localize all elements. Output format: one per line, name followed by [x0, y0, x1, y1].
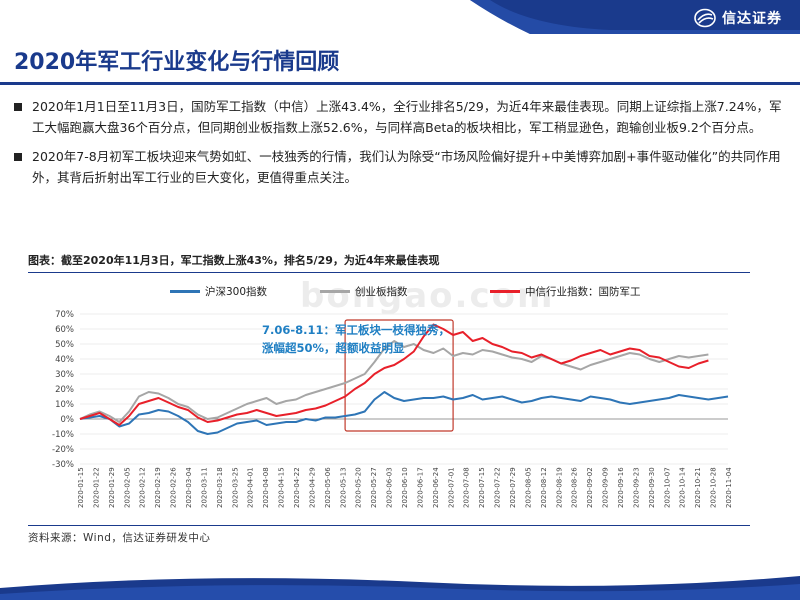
x-tick-label: 2020-02-19 — [154, 467, 162, 508]
footer-wave — [0, 576, 800, 600]
brand: 信达证券 — [694, 8, 782, 28]
y-tick-label: 10% — [55, 400, 74, 410]
series-line-2 — [79, 323, 709, 426]
x-tick-label: 2020-07-08 — [463, 467, 471, 508]
chart-legend: 沪深300指数 创业板指数 中信行业指数：国防军工 — [170, 284, 730, 302]
watermark: bongao.com — [300, 276, 555, 316]
bullet-square-icon — [14, 103, 22, 111]
legend-item-csi300: 沪深300指数 — [170, 284, 267, 299]
line-chart: 70%60%50%40%30%20%10%0%-10%-20%-30%2020-… — [52, 310, 733, 508]
y-tick-label: 20% — [55, 385, 74, 395]
x-tick-label: 2020-08-19 — [555, 467, 563, 508]
bullet-text: 2020年7-8月初军工板块迎来气势如虹、一枝独秀的行情，我们认为除受“市场风险… — [32, 149, 781, 185]
legend-label: 创业板指数 — [355, 286, 408, 298]
legend-label: 中信行业指数：国防军工 — [525, 286, 641, 298]
x-tick-label: 2020-10-21 — [694, 467, 702, 508]
x-tick-label: 2020-10-07 — [663, 467, 671, 508]
x-tick-label: 2020-05-27 — [370, 467, 378, 508]
series-line-1 — [79, 340, 709, 423]
legend-label: 沪深300指数 — [205, 286, 268, 298]
x-tick-label: 2020-06-24 — [432, 467, 440, 508]
y-tick-label: 0% — [61, 415, 75, 425]
title-divider — [0, 82, 800, 85]
bullet-item: 2020年7-8月初军工板块迎来气势如虹、一枝独秀的行情，我们认为除受“市场风险… — [14, 146, 784, 188]
legend-item-chinext: 创业板指数 — [320, 284, 408, 299]
xinda-logo-icon — [694, 8, 716, 28]
y-tick-label: -20% — [52, 445, 74, 455]
y-tick-label: 60% — [55, 325, 74, 335]
x-tick-label: 2020-09-23 — [632, 467, 640, 508]
source-divider — [28, 525, 750, 526]
x-tick-label: 2020-10-14 — [679, 467, 687, 508]
x-tick-label: 2020-07-22 — [494, 467, 502, 508]
x-tick-label: 2020-06-10 — [401, 467, 409, 508]
header-swoosh — [470, 0, 800, 34]
x-tick-label: 2020-02-05 — [123, 467, 131, 508]
x-tick-label: 2020-04-29 — [308, 467, 316, 508]
chart-annotation: 7.06-8.11：军工板块一枝得独秀，涨幅超50%，超额收益明显 — [262, 323, 451, 355]
page-title: 2020年军工行业变化与行情回顾 — [14, 50, 340, 75]
x-tick-label: 2020-06-03 — [386, 467, 394, 508]
bullet-square-icon — [14, 153, 22, 161]
x-tick-label: 2020-07-15 — [478, 467, 486, 508]
x-tick-label: 2020-09-09 — [602, 467, 610, 508]
x-tick-label: 2020-05-20 — [355, 467, 363, 508]
x-tick-label: 2020-06-17 — [416, 467, 424, 508]
chart-header: 图表：截至2020年11月3日，军工指数上涨43%，排名5/29，为近4年来最佳… — [28, 252, 750, 273]
x-tick-label: 2020-02-12 — [139, 467, 147, 508]
brand-name: 信达证券 — [722, 11, 782, 27]
x-tick-label: 2020-10-28 — [710, 467, 718, 508]
x-tick-label: 2020-09-30 — [648, 467, 656, 508]
bullet-list: 2020年1月1日至11月3日，国防军工指数（中信）上涨43.4%，全行业排名5… — [14, 96, 784, 196]
legend-swatch — [320, 290, 350, 293]
chart-title: 图表：截至2020年11月3日，军工指数上涨43%，排名5/29，为近4年来最佳… — [28, 254, 440, 267]
x-tick-label: 2020-04-08 — [262, 467, 270, 508]
y-tick-label: 70% — [55, 310, 74, 320]
x-tick-label: 2020-03-18 — [216, 467, 224, 508]
top-bar: 信达证券 — [0, 0, 800, 34]
x-tick-label: 2020-03-04 — [185, 467, 193, 508]
legend-swatch — [490, 290, 520, 293]
x-tick-label: 2020-01-22 — [92, 467, 100, 508]
x-tick-label: 2020-09-16 — [617, 467, 625, 508]
x-tick-label: 2020-08-26 — [571, 467, 579, 508]
x-tick-label: 2020-04-01 — [247, 467, 255, 508]
highlight-box — [344, 319, 454, 432]
x-tick-label: 2020-09-02 — [586, 467, 594, 508]
source-note: 资料来源：Wind，信达证券研发中心 — [28, 532, 211, 544]
y-tick-label: 50% — [55, 340, 74, 350]
x-tick-label: 2020-04-22 — [293, 467, 301, 508]
x-tick-label: 2020-02-26 — [170, 467, 178, 508]
legend-item-defense: 中信行业指数：国防军工 — [490, 284, 641, 299]
y-tick-label: 30% — [55, 370, 74, 380]
bullet-text: 2020年1月1日至11月3日，国防军工指数（中信）上涨43.4%，全行业排名5… — [32, 99, 782, 135]
bullet-item: 2020年1月1日至11月3日，国防军工指数（中信）上涨43.4%，全行业排名5… — [14, 96, 784, 138]
x-tick-label: 2020-03-11 — [200, 467, 208, 508]
y-tick-label: -10% — [52, 430, 74, 440]
x-tick-label: 2020-05-06 — [324, 467, 332, 508]
x-tick-label: 2020-03-25 — [231, 467, 239, 508]
x-tick-label: 2020-07-29 — [509, 467, 517, 508]
x-tick-label: 2020-05-13 — [339, 467, 347, 508]
x-tick-label: 2020-04-15 — [278, 467, 286, 508]
x-tick-label: 2020-08-05 — [524, 467, 532, 508]
x-tick-label: 2020-08-12 — [540, 467, 548, 508]
y-tick-label: -30% — [52, 460, 74, 470]
legend-swatch — [170, 290, 200, 293]
x-tick-label: 2020-11-04 — [725, 467, 733, 508]
x-tick-label: 2020-01-15 — [77, 467, 85, 508]
x-tick-label: 2020-01-29 — [108, 467, 116, 508]
series-line-0 — [79, 391, 729, 435]
y-tick-label: 40% — [55, 355, 74, 365]
x-tick-label: 2020-07-01 — [447, 467, 455, 508]
